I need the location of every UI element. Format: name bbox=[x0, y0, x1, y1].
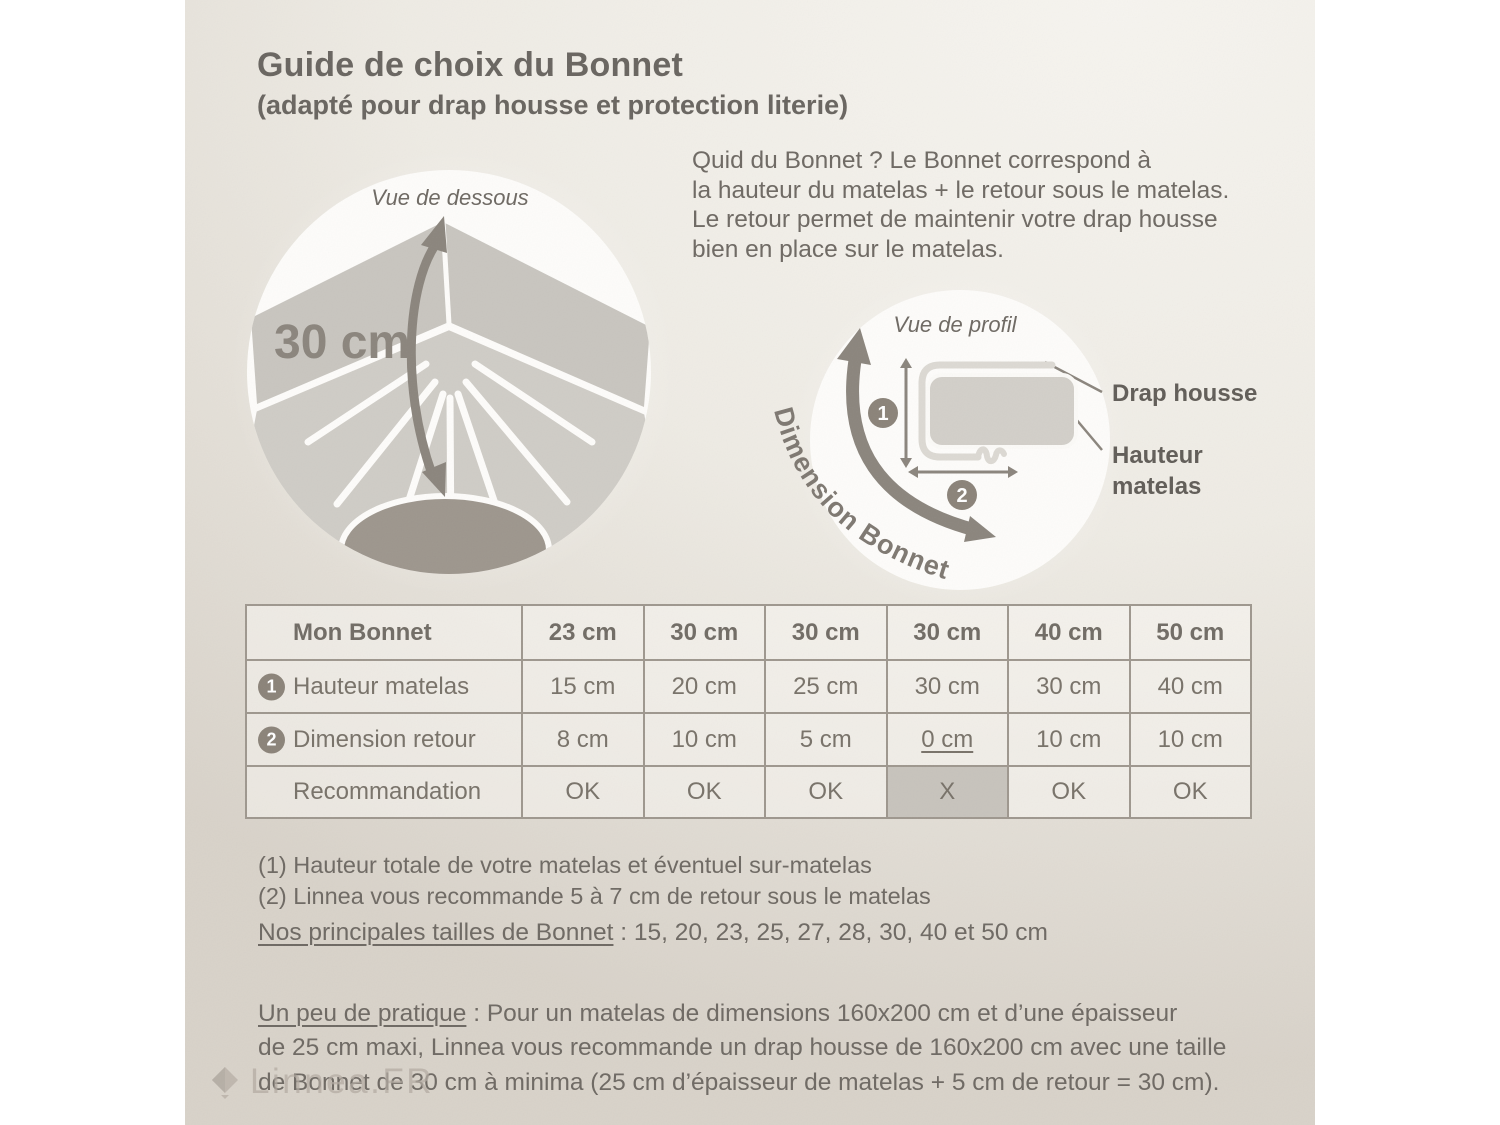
marker-1-icon: 1 bbox=[258, 673, 285, 700]
table-header-col6: 50 cm bbox=[1130, 606, 1252, 661]
table-cell: 10 cm bbox=[644, 714, 766, 767]
table-cell: 25 cm bbox=[766, 661, 888, 714]
table-header-col4: 30 cm bbox=[887, 606, 1009, 661]
profile-view-diagram: 1 2 Vue de profil Dimension Bonnet bbox=[768, 290, 1110, 590]
table-cell: 10 cm bbox=[1130, 714, 1252, 767]
table-header-col1: 23 cm bbox=[523, 606, 645, 661]
table-cell: OK bbox=[523, 767, 645, 819]
table-header-col3: 30 cm bbox=[766, 606, 888, 661]
table-header-col5: 40 cm bbox=[1009, 606, 1131, 661]
footnote-2: (2) Linnea vous recommande 5 à 7 cm de r… bbox=[258, 882, 931, 909]
marker-2-icon: 2 bbox=[258, 726, 285, 753]
table-cell: 5 cm bbox=[766, 714, 888, 767]
page-subtitle: (adapté pour drap housse et protection l… bbox=[257, 90, 849, 120]
table-cell-zero-retour: 0 cm bbox=[887, 714, 1009, 767]
table-cell: OK bbox=[1009, 767, 1131, 819]
label-hauteur-matelas: Hauteur matelas bbox=[1112, 442, 1203, 500]
table-cell: OK bbox=[1130, 767, 1252, 819]
linnea-leaf-icon bbox=[212, 1067, 238, 1099]
sizes-line: Nos principales tailles de Bonnet : 15, … bbox=[258, 919, 1048, 947]
table-cell: 10 cm bbox=[1009, 714, 1131, 767]
marker-1-number: 1 bbox=[877, 403, 888, 425]
linnea-logo: Linnea.FR bbox=[210, 1062, 434, 1102]
mattress-profile bbox=[926, 373, 1078, 449]
practice-lead: Un peu de pratique bbox=[258, 999, 467, 1027]
table-cell: 40 cm bbox=[1130, 661, 1252, 714]
table-header-col2: 30 cm bbox=[644, 606, 766, 661]
row-label-hauteur-matelas: 1 Hauteur matelas bbox=[247, 661, 523, 714]
row-label-dimension-retour: 2 Dimension retour bbox=[247, 714, 523, 767]
sizes-lead: Nos principales tailles de Bonnet bbox=[258, 919, 614, 946]
intro-paragraph: Quid du Bonnet ? Le Bonnet correspond à … bbox=[692, 147, 1230, 263]
table-cell: 15 cm bbox=[523, 661, 645, 714]
profile-view-caption: Vue de profil bbox=[893, 312, 1017, 337]
linnea-logo-text: Linnea.FR bbox=[250, 1062, 434, 1101]
table-cell: OK bbox=[766, 767, 888, 819]
bonnet-comparison-table: Mon Bonnet 23 cm 30 cm 30 cm 30 cm 40 cm… bbox=[245, 604, 1252, 819]
bottom-view-diagram: Vue de dessous 30 cm bbox=[247, 170, 651, 574]
bonnet-measurement-label: 30 cm bbox=[274, 316, 410, 369]
table-cell: 20 cm bbox=[644, 661, 766, 714]
content-area: Guide de choix du Bonnet (adapté pour dr… bbox=[185, 0, 1315, 1125]
footnote-1: (1) Hauteur totale de votre matelas et é… bbox=[258, 852, 872, 878]
table-cell: 30 cm bbox=[887, 661, 1009, 714]
sizes-rest: : 15, 20, 23, 25, 27, 28, 30, 40 et 50 c… bbox=[613, 919, 1048, 946]
table-cell: 8 cm bbox=[523, 714, 645, 767]
marker-2-number: 2 bbox=[956, 485, 967, 507]
table-cell: 30 cm bbox=[1009, 661, 1131, 714]
row-label-recommandation: Recommandation bbox=[247, 767, 523, 819]
page-title: Guide de choix du Bonnet bbox=[257, 46, 684, 84]
mattress-underside bbox=[338, 493, 552, 574]
table-cell-not-recommended: X bbox=[887, 767, 1009, 819]
footnotes: (1) Hauteur totale de votre matelas et é… bbox=[258, 850, 931, 911]
bottom-view-caption: Vue de dessous bbox=[371, 185, 528, 210]
table-cell: OK bbox=[644, 767, 766, 819]
table-header-mon-bonnet: Mon Bonnet bbox=[247, 606, 523, 661]
label-drap-housse: Drap housse bbox=[1112, 380, 1258, 407]
